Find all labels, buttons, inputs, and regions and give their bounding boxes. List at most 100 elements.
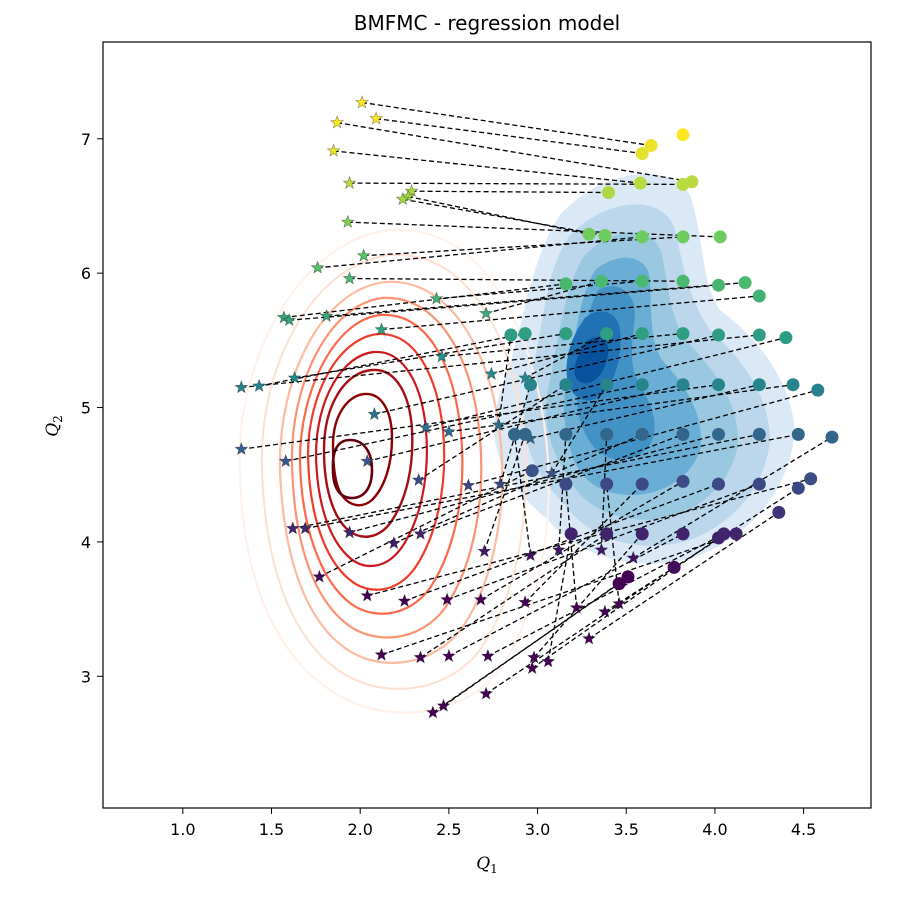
star-point bbox=[425, 705, 440, 719]
circle-point bbox=[712, 378, 725, 392]
star-point bbox=[374, 647, 389, 661]
star-point bbox=[551, 542, 566, 556]
star-point bbox=[354, 95, 369, 109]
star-point bbox=[285, 521, 300, 535]
star-point bbox=[594, 542, 609, 556]
circle-point bbox=[635, 274, 649, 288]
circle-point bbox=[676, 327, 690, 341]
star-point bbox=[525, 660, 540, 675]
star-point bbox=[298, 521, 313, 535]
circle-point bbox=[635, 427, 649, 441]
kde-contours-source bbox=[238, 228, 550, 714]
circle-point bbox=[508, 427, 521, 441]
circle-point bbox=[752, 477, 766, 491]
circle-point bbox=[635, 230, 649, 244]
regression-link bbox=[558, 434, 567, 551]
kde-ring-9 bbox=[331, 392, 394, 507]
star-point bbox=[234, 380, 249, 394]
x-tick-label: 4.5 bbox=[791, 820, 816, 839]
circle-point bbox=[752, 378, 766, 392]
kde-ring-5 bbox=[298, 313, 464, 615]
star-point bbox=[612, 596, 627, 610]
circle-point bbox=[602, 186, 615, 199]
kde-ring-2 bbox=[260, 253, 527, 690]
x-tick-label: 3.0 bbox=[525, 820, 550, 839]
circle-point bbox=[598, 229, 612, 242]
y-tick-label: 4 bbox=[81, 533, 91, 552]
regression-link bbox=[294, 332, 567, 379]
star-point bbox=[401, 189, 416, 203]
circle-point bbox=[559, 327, 573, 341]
circle-point bbox=[676, 474, 690, 488]
y-tick-label: 7 bbox=[81, 130, 91, 149]
kde-ring-4 bbox=[290, 296, 483, 639]
star-point bbox=[234, 441, 249, 456]
star-point bbox=[356, 248, 371, 262]
circle-point bbox=[559, 477, 573, 491]
regression-link bbox=[241, 384, 719, 450]
circle-point bbox=[717, 527, 731, 541]
regression-link bbox=[317, 236, 643, 269]
star-point bbox=[523, 548, 538, 562]
y-tick-label: 6 bbox=[81, 264, 91, 283]
regression-link bbox=[513, 434, 532, 556]
circle-point bbox=[564, 527, 578, 541]
kde-ring-10 bbox=[331, 438, 374, 500]
y-tick-label: 3 bbox=[81, 667, 91, 686]
circle-point bbox=[791, 427, 805, 441]
regression-link bbox=[407, 195, 590, 235]
circle-point bbox=[504, 328, 518, 342]
y-axis-label: Q2 bbox=[43, 415, 65, 437]
star-point bbox=[374, 322, 389, 336]
star-point bbox=[436, 698, 451, 712]
star-point bbox=[397, 593, 412, 608]
star-point bbox=[418, 420, 433, 434]
x-tick-label: 1.5 bbox=[259, 820, 284, 839]
regression-link bbox=[381, 533, 737, 656]
regression-link bbox=[551, 384, 608, 474]
kde-ring-8 bbox=[322, 368, 414, 538]
circle-point bbox=[685, 175, 699, 189]
regression-link bbox=[347, 221, 721, 238]
star-point bbox=[544, 466, 559, 480]
star-point bbox=[310, 260, 325, 274]
regression-link bbox=[533, 533, 643, 658]
regression-link bbox=[374, 334, 719, 415]
circle-point bbox=[752, 289, 766, 303]
circle-point bbox=[635, 327, 649, 341]
star-point bbox=[581, 631, 597, 645]
star-point bbox=[386, 535, 401, 550]
regression-link bbox=[487, 533, 725, 657]
plot-frame bbox=[102, 41, 872, 809]
circle-point bbox=[676, 427, 690, 441]
star-point bbox=[369, 111, 384, 125]
regression-link bbox=[367, 478, 811, 597]
star-point bbox=[569, 600, 584, 614]
star-point bbox=[518, 595, 533, 609]
star-point bbox=[360, 588, 375, 602]
star-point bbox=[441, 648, 456, 663]
star-point bbox=[493, 476, 508, 491]
circle-point bbox=[676, 527, 690, 541]
star-point bbox=[626, 550, 641, 565]
circle-point bbox=[667, 560, 681, 574]
x-tick-label: 2.0 bbox=[347, 820, 372, 839]
regression-link bbox=[443, 576, 629, 707]
regression-link bbox=[333, 150, 641, 184]
star-point bbox=[429, 291, 444, 305]
regression-link bbox=[283, 283, 566, 319]
circle-point bbox=[712, 278, 725, 292]
regression-link bbox=[448, 533, 684, 657]
kde-ring-6 bbox=[306, 332, 446, 591]
regression-link bbox=[363, 236, 684, 257]
star-point bbox=[330, 115, 345, 129]
circle-point bbox=[594, 274, 608, 288]
circle-point bbox=[676, 378, 690, 392]
plot-area bbox=[103, 42, 871, 808]
regression-link bbox=[420, 433, 684, 535]
circle-point bbox=[752, 328, 766, 342]
star-point bbox=[491, 417, 506, 432]
circle-point bbox=[779, 331, 793, 345]
star-markers bbox=[234, 95, 641, 719]
